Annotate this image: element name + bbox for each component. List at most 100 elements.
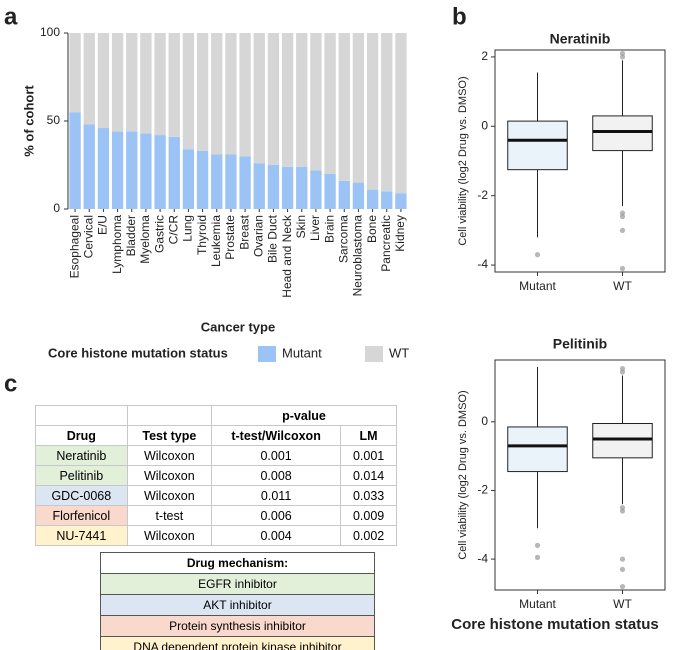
outlier [619,566,626,573]
outlier [619,556,626,562]
plot-frame [494,359,666,591]
y-tick-label: 0 [53,201,60,215]
table-cell: Wilcoxon [126,485,213,506]
bar-segment [253,33,265,164]
x-tick-label: Ovarian [251,215,265,257]
table-cell: 0.001 [340,445,397,466]
bar-segment [97,33,110,129]
x-tick-label: Mutant [519,597,556,611]
bar-segment [225,33,237,155]
box [507,426,568,473]
y-axis-label: Cell viability (log2 Drug vs. DMSO) [457,76,469,245]
bar-segment [168,136,180,209]
box [507,120,568,171]
bar-segment [310,33,322,171]
bar-segment [225,154,237,209]
header-row: p-value [35,405,397,426]
header-cell [35,405,128,426]
p-value-table: p-value Drug Test type t-test/Wilcoxon LM Ner… [35,405,397,546]
bar-segment [296,33,308,167]
bar-segment [239,156,251,209]
bar-segment [281,33,294,167]
mechanism-row: EGFR inhibitor [100,573,375,595]
box [592,115,653,152]
bar-segment [83,124,95,209]
y-tick-label: -2 [477,188,488,202]
bar-segment [296,166,308,209]
panel-label: a [4,3,18,30]
table-cell: GDC-0068 [35,485,128,506]
table-cell: Wilcoxon [126,465,213,486]
y-axis-label: Cell viability (log2 Drug vs. DMSO) [457,390,469,559]
mechanism-item: DNA dependent protein kinase inhibitor [100,636,375,650]
mechanism-item: EGFR inhibitor [100,573,375,595]
table-cell: 0.002 [340,525,397,546]
header-cell [126,405,213,426]
bar-segment [69,112,81,209]
table-cell: Wilcoxon [126,445,213,466]
y-tick-label: 50 [47,113,61,127]
chart-title: Neratinib [550,31,611,47]
x-axis-label: Core histone mutation status [451,616,659,633]
table-cell: 0.004 [211,525,342,546]
table-cell: Wilcoxon [126,525,213,546]
bar-segment [126,131,138,209]
bar-segment [324,173,336,209]
outlier [534,554,541,560]
y-tick-label: -4 [477,551,488,565]
bar-segment [126,33,138,132]
panel-label: c [4,370,17,397]
plot-frame [494,49,666,273]
x-tick-label: Lymphoma [110,215,124,274]
mechanism-title: Drug mechanism: [100,552,375,574]
mechanism-item: Protein synthesis inhibitor [100,615,375,637]
x-tick-label: WT [613,597,632,611]
x-tick-label: Esophageal [67,215,81,278]
bar-segment [395,33,407,194]
table-row: Florfenicol t-test 0.006 0.009 [35,505,397,526]
mechanism-item: AKT inhibitor [100,594,375,616]
legend-label: WT [389,345,409,360]
table-cell: 0.009 [340,505,397,526]
bar-segment [140,133,152,209]
outlier [534,542,541,548]
bar-segment [211,33,223,155]
table-cell: Neratinib [35,445,128,466]
box [592,423,653,459]
table-cell: 0.014 [340,465,397,486]
bar-segment [168,33,180,137]
table-cell: t-test [126,505,213,526]
bar-segment [211,154,223,209]
outlier [619,213,626,220]
x-tick-label: Bile Duct [266,214,280,263]
bar-segment [83,33,95,125]
table-row: Neratinib Wilcoxon 0.001 0.001 [35,445,397,466]
x-tick-label: Pancreatic [379,215,393,272]
x-tick-label: Thyroid [195,215,209,255]
mechanism-row: Protein synthesis inhibitor [100,615,375,637]
y-axis-label: % of cohort [21,85,36,157]
bar-segment [381,191,393,209]
table-cell: NU-7441 [35,525,128,546]
x-tick-label: Lung [181,215,195,242]
bar-segment [366,33,379,190]
x-tick-label: C/CR [166,215,180,245]
column-header: LM [340,425,397,446]
bar-segment [111,33,124,132]
x-tick-label: Breast [237,214,251,249]
x-tick-label: Sarcoma [336,215,350,263]
table-cell: Pelitinib [35,465,128,486]
x-tick-label: E/U [96,215,110,235]
bar-segment [140,33,152,134]
legend-swatch [365,346,383,362]
chart-title: Pelitinib [553,336,607,352]
bar-segment [97,128,110,209]
bar-segment [69,33,81,113]
bar-segment [352,182,365,209]
table-cell: 0.011 [211,485,342,506]
x-tick-label: Gastric [152,215,166,253]
table-row: NU-7441 Wilcoxon 0.004 0.002 [35,525,397,546]
bar-segment [154,33,166,136]
